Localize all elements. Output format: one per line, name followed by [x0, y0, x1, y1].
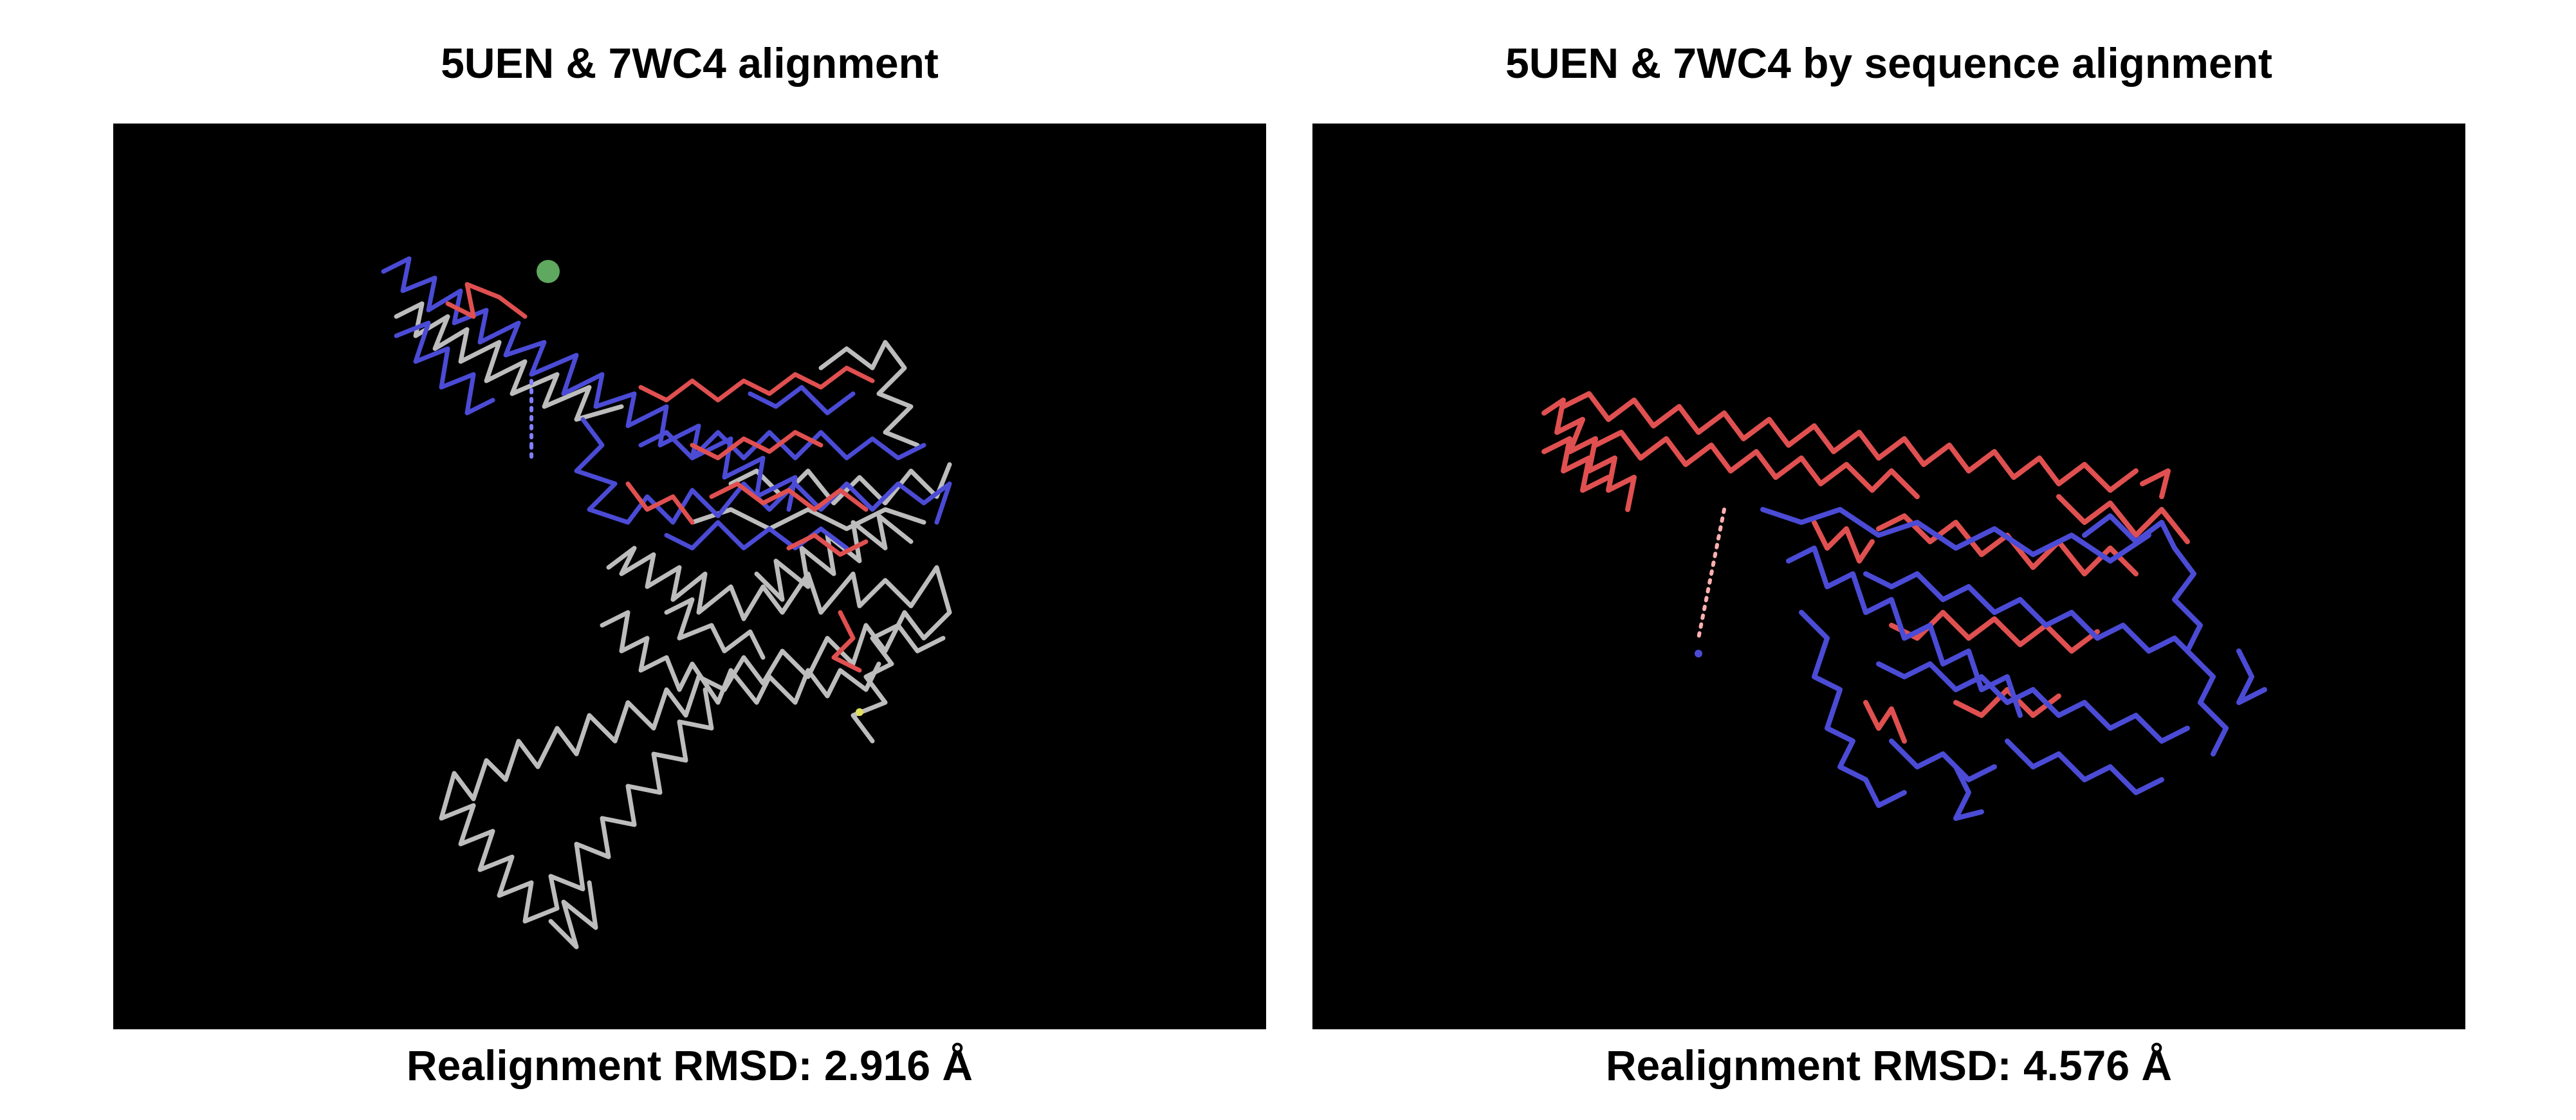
protein-backbone-render [381, 256, 952, 950]
red-chain-backbone [1541, 391, 2190, 744]
protein-backbone-render [1541, 391, 2267, 821]
terminal-marker [1695, 650, 1702, 657]
gray-chain-upper [394, 301, 952, 531]
rmsd-value: 2.916 Å [823, 1042, 973, 1089]
molecular-viewer[interactable] [113, 124, 1266, 1029]
panel-title: 5UEN & 7WC4 by sequence alignment [1505, 39, 2272, 87]
red-chain-backbone [445, 282, 875, 673]
rmsd-label: Realignment RMSD: [406, 1042, 813, 1089]
rmsd-label: Realignment RMSD: [1605, 1042, 2012, 1089]
rmsd-value: 4.576 Å [2023, 1042, 2173, 1089]
panel-structure-alignment: 5UEN & 7WC4 alignment [113, 0, 1266, 1120]
ligand-marker [856, 708, 863, 716]
dotted-linker [1697, 508, 1726, 640]
rmsd-caption: Realignment RMSD: 4.576 Å [1312, 1040, 2465, 1091]
panel-sequence-alignment: 5UEN & 7WC4 by sequence alignment [1312, 0, 2465, 1120]
blue-chain-backbone [1760, 507, 2267, 821]
ion-sphere [537, 260, 560, 283]
gray-chain-backbone [439, 513, 952, 950]
panel-title: 5UEN & 7WC4 alignment [441, 39, 939, 87]
rmsd-caption: Realignment RMSD: 2.916 Å [113, 1040, 1266, 1091]
molecular-viewer[interactable] [1312, 124, 2465, 1029]
